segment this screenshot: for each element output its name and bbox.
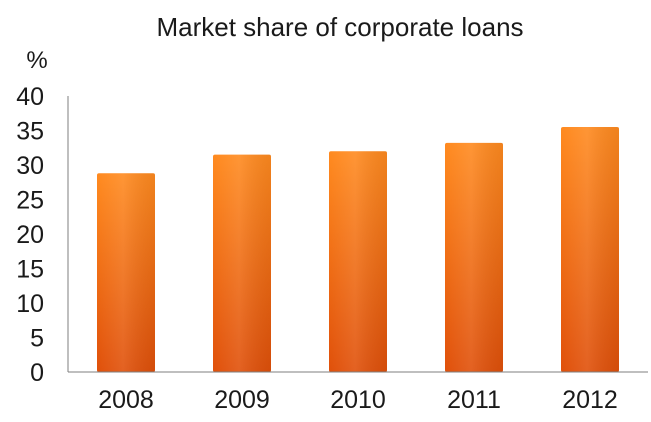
y-tick-label: 35 (16, 118, 44, 146)
bars (97, 127, 619, 372)
bar-sheen (329, 151, 387, 372)
y-axis-unit-label: % (26, 47, 47, 74)
bar-2012 (561, 127, 619, 372)
y-tick-label: 5 (30, 325, 44, 353)
chart-title: Market share of corporate loans (156, 12, 523, 42)
y-tick-label: 25 (16, 187, 44, 215)
bar-sheen (561, 127, 619, 372)
y-axis-ticks: 0 5 10 15 20 25 30 35 40 (16, 83, 44, 387)
x-tick-label: 2012 (562, 386, 618, 414)
y-tick-label: 15 (16, 256, 44, 284)
bar-2008 (97, 173, 155, 372)
x-tick-label: 2009 (214, 386, 270, 414)
y-tick-label: 30 (16, 152, 44, 180)
y-tick-label: 10 (16, 290, 44, 318)
y-tick-label: 40 (16, 83, 44, 111)
y-tick-label: 0 (30, 359, 44, 387)
x-tick-label: 2008 (98, 386, 154, 414)
x-tick-label: 2011 (447, 386, 501, 414)
bar-2011 (445, 142, 503, 372)
bar-sheen (97, 173, 155, 372)
bar-2010 (329, 151, 387, 372)
y-tick-label: 20 (16, 221, 44, 249)
x-axis-ticks: 2008 2009 2010 2011 2012 (98, 386, 618, 414)
bar-2009 (213, 154, 271, 372)
bar-sheen (445, 142, 503, 372)
bar-sheen (213, 154, 271, 372)
x-tick-label: 2010 (330, 386, 386, 414)
